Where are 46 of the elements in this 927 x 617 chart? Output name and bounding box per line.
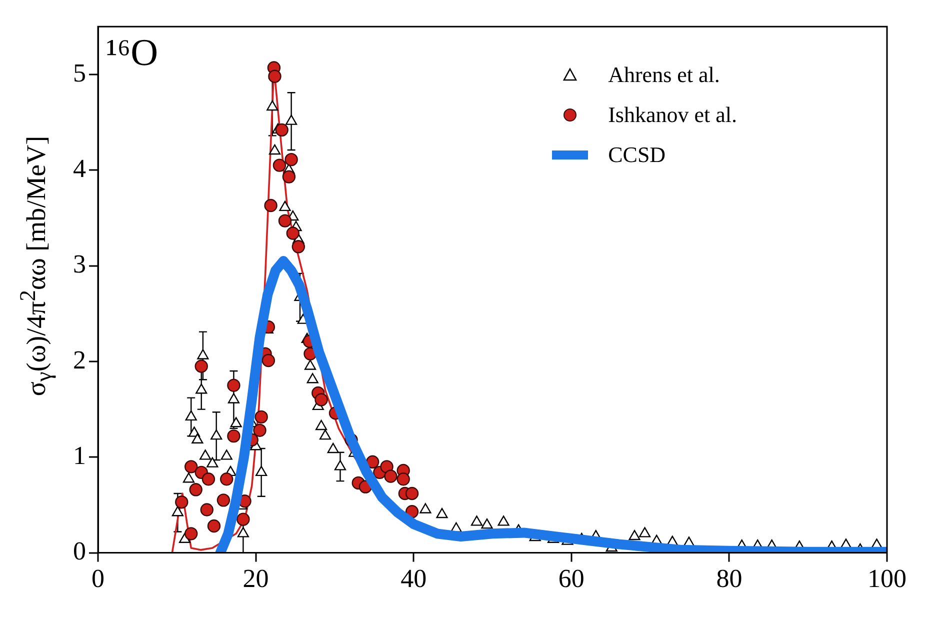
x-tick-label: 60 bbox=[558, 564, 584, 594]
point bbox=[278, 214, 292, 228]
annotation: ¹⁶O bbox=[106, 30, 158, 75]
point bbox=[189, 483, 202, 496]
point bbox=[366, 455, 380, 469]
y-tick-label: 3 bbox=[73, 250, 86, 279]
x-tick-label: 20 bbox=[242, 564, 269, 594]
x-tick-label: 80 bbox=[716, 564, 742, 594]
point bbox=[272, 158, 286, 172]
point bbox=[184, 460, 198, 474]
point bbox=[405, 486, 419, 500]
point bbox=[253, 424, 266, 437]
point bbox=[227, 378, 240, 392]
point bbox=[282, 170, 296, 184]
point bbox=[202, 472, 216, 486]
point bbox=[275, 123, 288, 137]
point bbox=[286, 226, 300, 240]
y-tick-label: 4 bbox=[73, 154, 86, 183]
point bbox=[236, 512, 250, 526]
point bbox=[264, 198, 278, 212]
x-tick-label: 40 bbox=[400, 564, 427, 594]
x-tick-label: 0 bbox=[92, 564, 104, 594]
legend-label: CCSD bbox=[608, 140, 666, 169]
point bbox=[220, 472, 234, 486]
y-tick-label: 0 bbox=[73, 536, 86, 566]
y-tick-label: 5 bbox=[73, 58, 86, 88]
point bbox=[262, 354, 276, 368]
point bbox=[184, 527, 198, 540]
legend-label: Ishkanov et al. bbox=[608, 100, 737, 129]
point bbox=[200, 503, 214, 516]
point bbox=[314, 393, 328, 406]
point bbox=[268, 70, 282, 83]
point bbox=[175, 495, 188, 509]
point bbox=[292, 240, 306, 254]
x-tick-label: 100 bbox=[868, 564, 906, 594]
y-tick-label: 1 bbox=[73, 440, 86, 470]
point bbox=[284, 152, 298, 166]
point bbox=[216, 494, 230, 507]
point bbox=[207, 519, 221, 533]
point bbox=[384, 470, 398, 483]
y-tick-label: 2 bbox=[73, 345, 86, 374]
point bbox=[227, 429, 240, 443]
legend-label: Ahrens et al. bbox=[608, 60, 720, 89]
point bbox=[194, 360, 208, 373]
point bbox=[396, 472, 410, 486]
point bbox=[254, 410, 268, 424]
